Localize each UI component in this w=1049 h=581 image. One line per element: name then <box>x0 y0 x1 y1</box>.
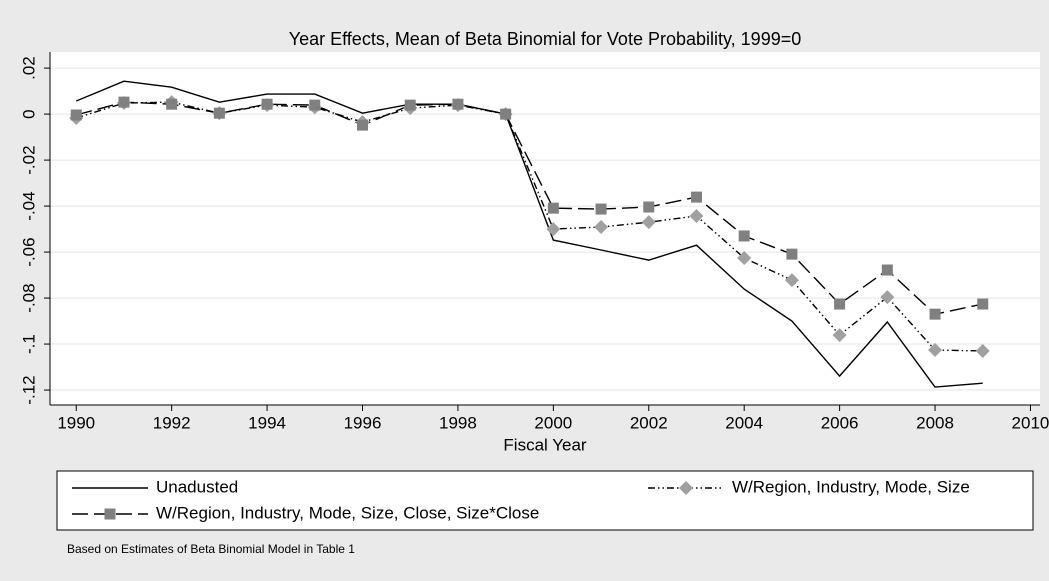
y-tick-label: -.06 <box>19 237 38 266</box>
marker-square <box>881 264 893 276</box>
y-tick-label: -.12 <box>19 375 38 404</box>
marker-diamond <box>594 220 609 235</box>
marker-diamond <box>679 481 693 495</box>
marker-square <box>786 248 798 260</box>
marker-square <box>929 308 941 320</box>
marker-diamond <box>880 290 895 305</box>
series-line <box>76 101 983 352</box>
x-axis-label: Fiscal Year <box>503 435 586 454</box>
marker-square <box>452 98 464 110</box>
marker-square <box>977 298 989 310</box>
series-line <box>75 80 983 388</box>
marker-diamond <box>784 273 799 288</box>
legend-label: W/Region, Industry, Mode, Size <box>732 477 970 496</box>
marker-square <box>690 191 702 203</box>
marker-square <box>261 98 273 110</box>
y-tick-label: -.1 <box>19 334 38 354</box>
marker-square <box>738 230 750 242</box>
series-line <box>76 101 983 315</box>
plot-area <box>50 52 1040 405</box>
marker-diamond <box>832 328 847 343</box>
marker-diamond <box>737 251 752 266</box>
x-tick-label: 1990 <box>57 413 95 432</box>
marker-square <box>118 96 130 108</box>
chart-title: Year Effects, Mean of Beta Binomial for … <box>289 29 801 49</box>
y-tick-label: -.08 <box>19 283 38 312</box>
note: Based on Estimates of Beta Binomial Mode… <box>67 542 355 556</box>
marker-square <box>547 202 559 214</box>
x-tick-label: 2002 <box>630 413 668 432</box>
marker-diamond <box>975 343 990 358</box>
x-tick-label: 2010 <box>1012 413 1049 432</box>
marker-square <box>595 203 607 215</box>
marker-square <box>309 99 321 111</box>
x-tick-label: 2008 <box>916 413 954 432</box>
y-tick-label: .02 <box>19 56 38 80</box>
marker-square <box>70 109 82 121</box>
x-tick-label: 2000 <box>534 413 572 432</box>
x-tick-label: 1992 <box>153 413 191 432</box>
x-tick-label: 2006 <box>821 413 859 432</box>
y-tick-label: -.02 <box>19 145 38 174</box>
y-tick-label: 0 <box>19 109 38 118</box>
legend-label: W/Region, Industry, Mode, Size, Close, S… <box>156 503 539 522</box>
marker-diamond <box>689 208 704 223</box>
x-tick-label: 1998 <box>439 413 477 432</box>
x-tick-label: 1994 <box>248 413 286 432</box>
marker-diamond <box>928 343 943 358</box>
marker-diamond <box>546 222 561 237</box>
y-tick-label: -.04 <box>19 191 38 220</box>
legend-label: Unadusted <box>156 477 238 496</box>
x-tick-label: 2004 <box>725 413 763 432</box>
marker-square <box>357 119 369 131</box>
marker-square <box>500 108 512 120</box>
marker-square <box>104 508 116 520</box>
marker-square <box>213 107 225 119</box>
legend-box <box>56 470 1034 531</box>
x-tick-label: 1996 <box>344 413 382 432</box>
marker-square <box>643 201 655 213</box>
marker-square <box>834 298 846 310</box>
marker-square <box>166 98 178 110</box>
marker-diamond <box>641 215 656 230</box>
marker-square <box>404 99 416 111</box>
